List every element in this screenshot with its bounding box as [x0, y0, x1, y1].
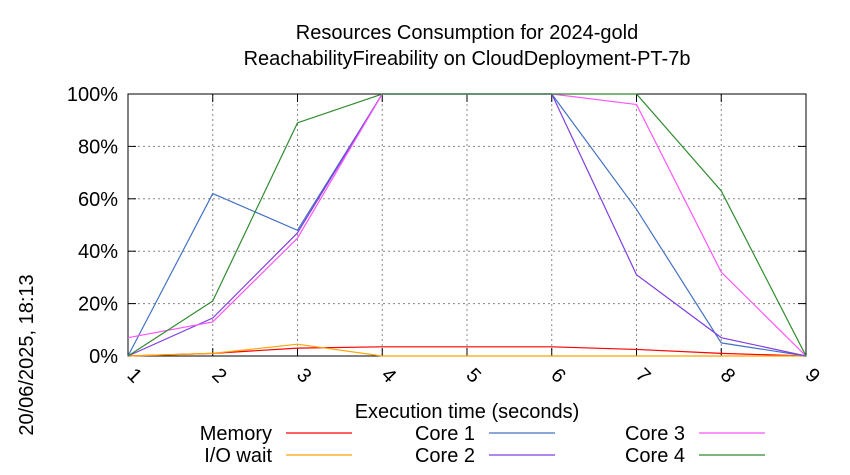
x-tick-label: 4: [377, 364, 400, 387]
legend-label: I/O wait: [204, 445, 272, 467]
series-line-memory: [127, 346, 807, 357]
y-tick-label: 20%: [78, 294, 118, 316]
y-tick-label: 40%: [78, 241, 118, 263]
legend-label: Core 3: [625, 423, 685, 445]
series-lines: [127, 93, 807, 357]
x-tick-label: 5: [462, 364, 485, 387]
legend-label: Memory: [200, 423, 272, 445]
legend-label: Core 1: [415, 423, 475, 445]
y-axis-ticks: 0% 20% 40% 60% 80% 100%: [67, 84, 806, 368]
legend-label: Core 2: [415, 445, 475, 467]
chart-title-line-1: Resources Consumption for 2024-gold: [296, 22, 638, 44]
chart-title-line-2: ReachabilityFireability on CloudDeployme…: [244, 48, 691, 70]
x-tick-label: 6: [546, 364, 569, 387]
x-tick-label: 1: [123, 364, 146, 387]
y-tick-label: 60%: [78, 189, 118, 211]
x-tick-label: 9: [801, 364, 824, 387]
y-tick-label: 100%: [67, 84, 118, 106]
x-axis-label: Execution time (seconds): [355, 401, 580, 423]
legend-label: Core 4: [625, 445, 685, 467]
x-tick-label: 7: [631, 364, 654, 387]
timestamp-label: 20/06/2025, 18:13: [16, 274, 38, 435]
x-tick-label: 8: [716, 364, 739, 387]
x-axis-ticks: 1 2 3 4 5 6 7 8 9: [123, 94, 824, 387]
series-line-i-o-wait: [127, 343, 806, 357]
y-tick-label: 0%: [89, 346, 118, 368]
series-line-core-4: [127, 93, 807, 357]
x-tick-label: 2: [207, 364, 230, 387]
x-tick-label: 3: [292, 364, 315, 387]
y-tick-label: 80%: [78, 136, 118, 158]
grid-lines: [128, 94, 806, 356]
